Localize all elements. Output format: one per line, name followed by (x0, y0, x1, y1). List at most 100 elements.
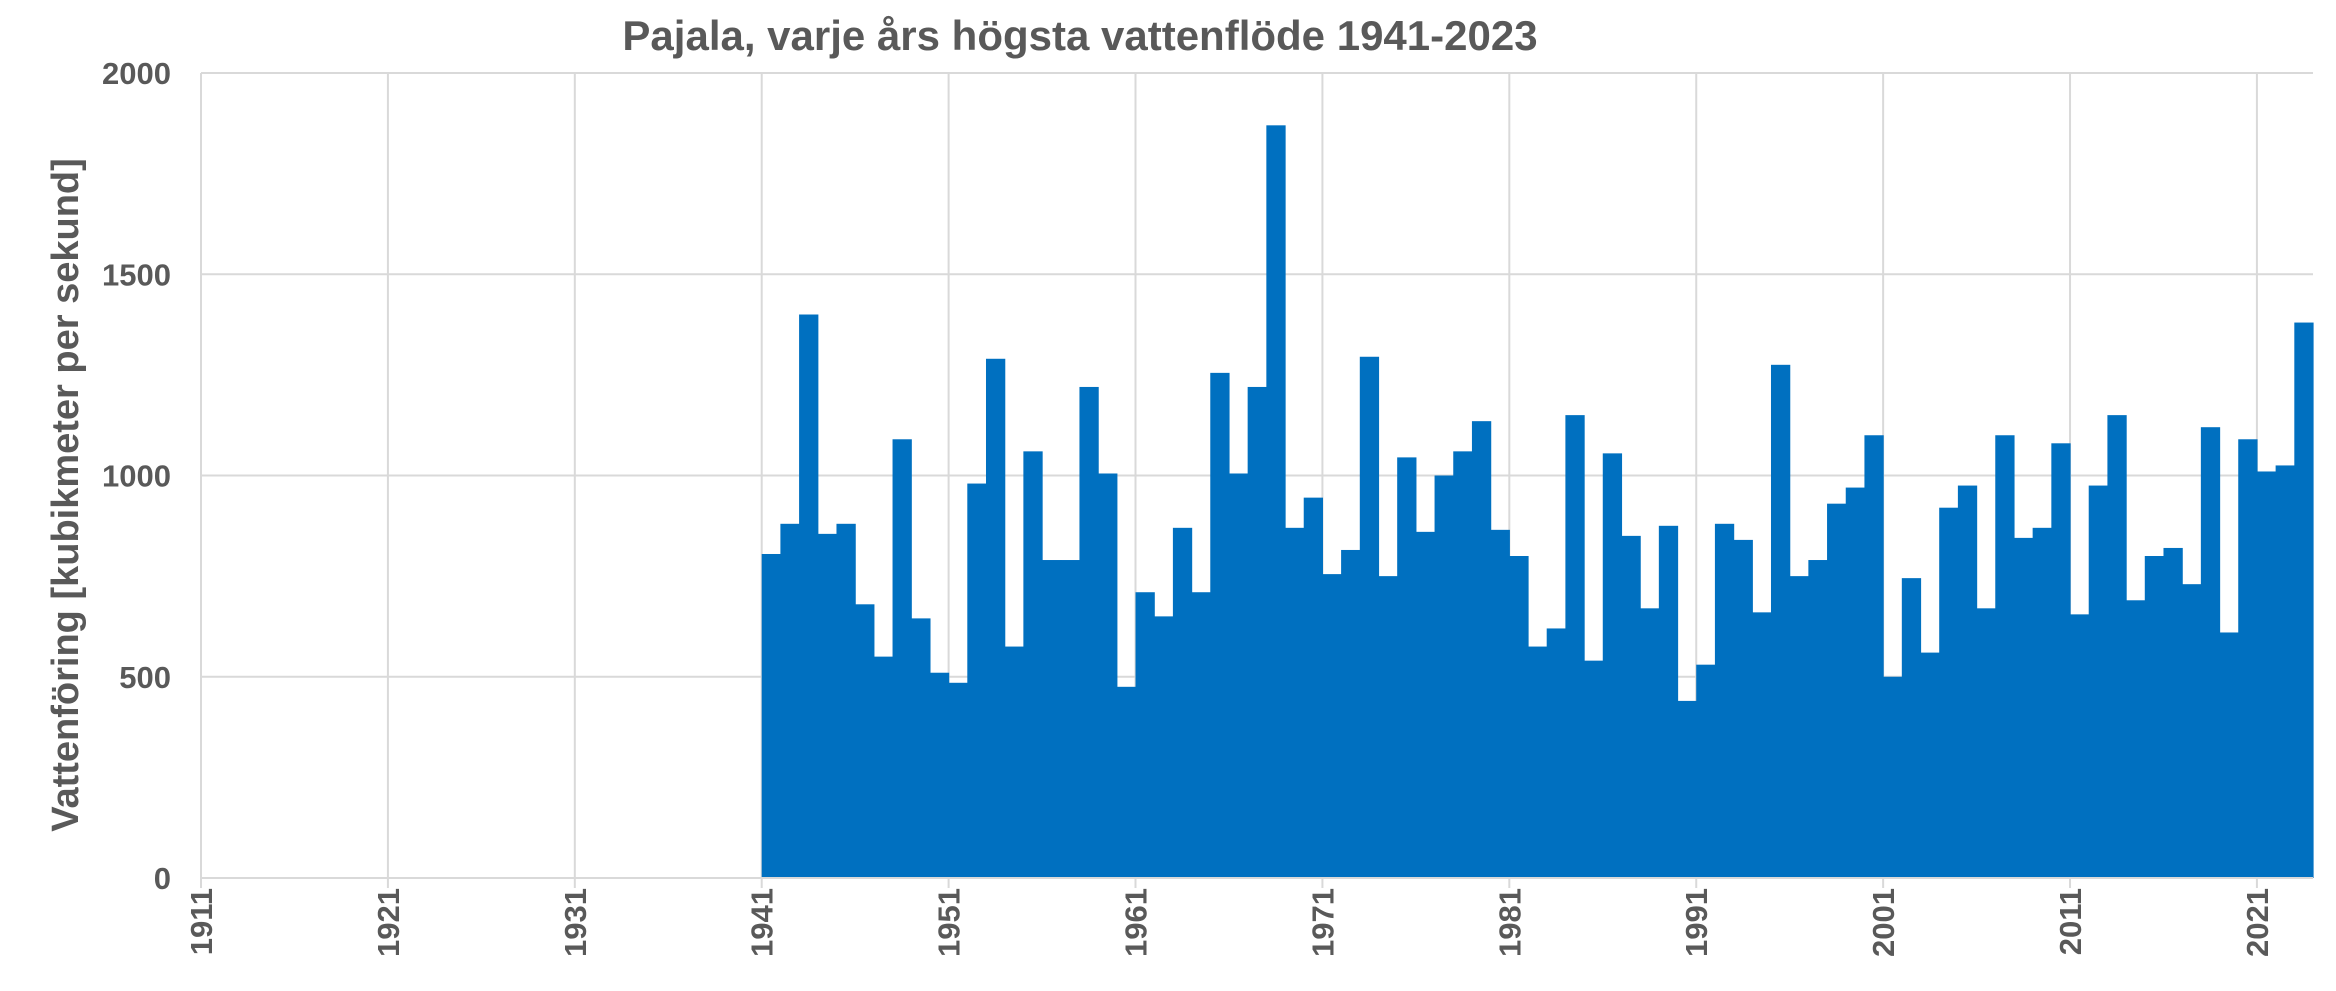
bar-1949 (911, 618, 931, 878)
bar-1994 (1752, 612, 1772, 878)
bar-1963 (1172, 527, 1193, 878)
x-tick-label: 2011 (2053, 888, 2088, 955)
bar-1959 (1098, 473, 1118, 878)
bar-1958 (1079, 386, 1099, 878)
bar-1954 (1004, 646, 1024, 878)
x-tick-label: 1911 (184, 888, 219, 955)
bar-2019 (2219, 632, 2239, 878)
bar-1969 (1285, 527, 1305, 878)
bar-1952 (967, 483, 987, 878)
bar-2012 (2088, 485, 2109, 878)
x-tick-label: 1921 (371, 888, 406, 957)
bar-2020 (2238, 439, 2258, 878)
y-tick-label: 0 (154, 861, 171, 896)
bar-2022 (2275, 465, 2295, 878)
bar-1967 (1247, 386, 1267, 878)
bar-1965 (1210, 372, 1230, 878)
bar-1992 (1714, 523, 1735, 878)
bar-2002 (1901, 578, 1922, 878)
bar-1950 (929, 672, 950, 878)
x-tick-label: 1961 (1119, 888, 1154, 957)
bar-1941 (761, 553, 781, 878)
bar-1968 (1266, 125, 1286, 878)
bar-1942 (780, 523, 800, 878)
bar-1976 (1415, 531, 1436, 878)
bars (761, 125, 2314, 878)
bar-1964 (1191, 592, 1211, 878)
bar-1973 (1359, 356, 1380, 878)
bar-1978 (1453, 451, 1473, 878)
bar-1947 (873, 656, 894, 878)
bar-2009 (2032, 527, 2052, 878)
bar-2010 (2051, 443, 2071, 878)
bar-2018 (2200, 427, 2221, 878)
bar-1972 (1341, 549, 1361, 878)
bar-2017 (2182, 584, 2202, 878)
bar-1960 (1116, 686, 1137, 878)
bar-2006 (1976, 608, 1996, 878)
bar-1962 (1154, 616, 1174, 878)
chart-title: Pajala, varje års högsta vattenflöde 194… (622, 12, 1537, 59)
bar-2021 (2256, 471, 2277, 878)
bar-1984 (1565, 415, 1585, 878)
bar-2001 (1883, 676, 1903, 878)
bar-1944 (817, 533, 838, 878)
x-tick-label: 1971 (1305, 888, 1340, 957)
bar-1995 (1770, 364, 1791, 878)
y-tick-label: 500 (119, 660, 171, 695)
bar-2014 (2126, 600, 2146, 878)
bar-1977 (1434, 475, 1454, 878)
bar-2003 (1920, 652, 1940, 878)
y-tick-labels: 0 500 1000 1500 2000 (102, 56, 171, 896)
bar-1991 (1696, 664, 1716, 878)
bar-1980 (1490, 529, 1510, 878)
bar-1971 (1322, 574, 1342, 878)
x-tick-label: 1941 (745, 888, 780, 957)
bar-1945 (836, 523, 856, 878)
bar-1948 (892, 439, 912, 878)
bar-1989 (1658, 525, 1679, 878)
x-tick-labels: 1911 1921 1931 1941 1951 1961 1971 1981 1991 2001… (184, 888, 2275, 957)
bar-2013 (2107, 415, 2127, 878)
bar-1975 (1397, 457, 1417, 878)
bar-1943 (799, 314, 819, 878)
bar-1999 (1845, 487, 1866, 878)
bar-2023 (2294, 322, 2314, 878)
bar-1966 (1228, 473, 1249, 878)
bar-1979 (1471, 421, 1492, 878)
bar-1974 (1378, 576, 1398, 878)
bar-1951 (948, 682, 968, 878)
bar-1970 (1303, 497, 1324, 878)
y-axis-label: Vattenföring [kubikmeter per sekund] (45, 158, 87, 832)
y-tick-label: 2000 (102, 56, 171, 91)
bar-2004 (1939, 507, 1959, 878)
bar-1990 (1677, 700, 1697, 878)
bar-1953 (985, 358, 1006, 878)
y-tick-label: 1500 (102, 257, 171, 292)
bar-1985 (1584, 660, 1604, 878)
x-tick-label: 1991 (1679, 888, 1714, 957)
x-tick-label: 1931 (558, 888, 593, 957)
bar-2000 (1864, 435, 1884, 878)
y-tick-label: 1000 (102, 459, 171, 494)
x-tick-label: 2001 (1866, 888, 1901, 957)
bar-1981 (1509, 556, 1529, 878)
bar-1982 (1528, 646, 1548, 878)
bar-2016 (2163, 547, 2183, 878)
bar-1986 (1602, 453, 1623, 878)
bar-2015 (2144, 556, 2165, 878)
bar-1993 (1733, 539, 1753, 878)
bar-2008 (2013, 537, 2034, 878)
bar-1946 (855, 604, 875, 878)
bar-2011 (2070, 614, 2090, 878)
bar-1996 (1789, 576, 1809, 878)
bar-1957 (1060, 560, 1081, 878)
bar-1955 (1023, 451, 1043, 878)
bar-1997 (1808, 560, 1828, 878)
bar-1956 (1042, 560, 1062, 878)
bar-1983 (1546, 628, 1566, 878)
bar-1988 (1640, 608, 1660, 878)
bar-2007 (1995, 435, 2015, 878)
bar-2005 (1957, 485, 1978, 878)
